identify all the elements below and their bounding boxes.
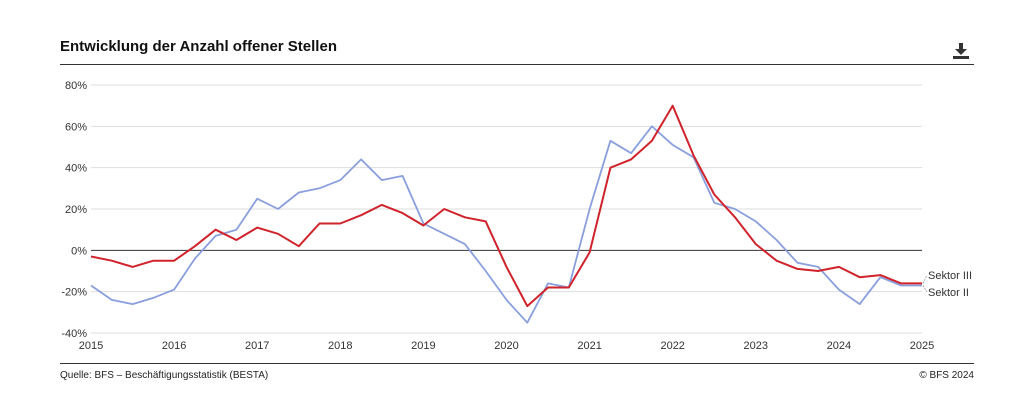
header-divider: [60, 64, 974, 65]
series-line-sektor-iii: [90, 104, 922, 308]
series-label-connector: [922, 274, 928, 284]
series-label-connector: [922, 285, 928, 293]
y-axis-ticks: 80% 60% 40% 20% 0% -20% -40%: [61, 80, 87, 340]
y-tick-label: 60%: [65, 121, 87, 133]
x-axis-ticks: 2015 2016 2017 2018 2019 2020 2021 2022 2023 2024…: [79, 340, 934, 352]
y-tick-label: 40%: [65, 163, 87, 175]
series-labels: Sektor III Sektor II: [922, 270, 972, 299]
x-tick-label: 2015: [79, 340, 103, 352]
x-tick-label: 2020: [494, 340, 518, 352]
copyright-note: © BFS 2024: [919, 370, 974, 381]
series-line-sektor-ii: [90, 125, 922, 324]
x-tick-label: 2018: [328, 340, 352, 352]
chart-title: Entwicklung der Anzahl offener Stellen: [60, 38, 337, 55]
download-button[interactable]: [950, 42, 972, 60]
y-tick-label: -40%: [61, 328, 87, 340]
x-tick-label: 2016: [162, 340, 186, 352]
x-tick-label: 2017: [245, 340, 269, 352]
x-tick-label: 2021: [577, 340, 601, 352]
y-tick-label: 20%: [65, 204, 87, 216]
series-label-sektor-iii: Sektor III: [928, 270, 972, 282]
x-tick-label: 2019: [411, 340, 435, 352]
y-tick-label: 80%: [65, 80, 87, 92]
y-tick-label: 0%: [71, 245, 87, 257]
y-tick-label: -20%: [61, 287, 87, 299]
footer-divider: [60, 363, 974, 364]
download-icon: [953, 43, 969, 59]
x-tick-label: 2024: [827, 340, 851, 352]
source-note: Quelle: BFS – Beschäftigungsstatistik (B…: [60, 370, 269, 381]
x-tick-label: 2023: [744, 340, 768, 352]
series-lines: [90, 104, 922, 324]
series-label-sektor-ii: Sektor II: [928, 287, 969, 299]
x-tick-label: 2025: [910, 340, 934, 352]
grid-lines: [91, 84, 922, 334]
x-tick-label: 2022: [660, 340, 684, 352]
